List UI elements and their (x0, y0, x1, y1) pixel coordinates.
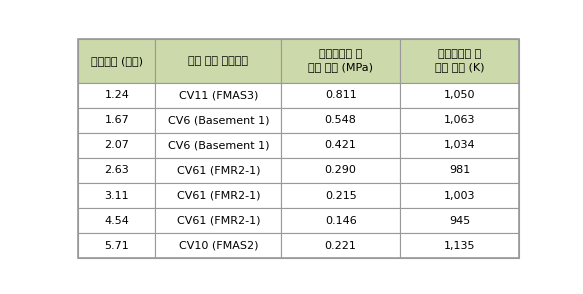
Bar (156, 39, 281, 83)
Text: 1,003: 1,003 (444, 191, 476, 201)
Bar (400, 233, 519, 258)
Bar (400, 183, 519, 208)
Bar (156, 133, 281, 158)
Text: 0.221: 0.221 (325, 241, 357, 251)
Bar (281, 208, 400, 233)
Bar (78, 39, 156, 83)
Bar (156, 233, 281, 258)
Text: 3.11: 3.11 (104, 191, 129, 201)
Text: 2.63: 2.63 (104, 166, 129, 176)
Bar (156, 83, 281, 108)
Bar (156, 208, 281, 233)
Text: 981: 981 (449, 166, 470, 176)
Text: 원자로건물 내
최대 압력 (MPa): 원자로건물 내 최대 압력 (MPa) (308, 49, 373, 72)
Text: 연소시기 (시간): 연소시기 (시간) (91, 56, 143, 66)
Text: 1,135: 1,135 (444, 241, 476, 251)
Bar (400, 83, 519, 108)
Text: CV11 (FMAS3): CV11 (FMAS3) (178, 90, 258, 100)
Text: CV6 (Basement 1): CV6 (Basement 1) (167, 115, 269, 125)
Bar (400, 158, 519, 183)
Bar (78, 233, 156, 258)
Bar (78, 83, 156, 108)
Bar (281, 233, 400, 258)
Bar (156, 108, 281, 133)
Bar (281, 39, 400, 83)
Text: 0.290: 0.290 (325, 166, 357, 176)
Text: 0.215: 0.215 (325, 191, 357, 201)
Text: CV61 (FMR2-1): CV61 (FMR2-1) (177, 216, 260, 225)
Text: 1,050: 1,050 (444, 90, 476, 100)
Text: 1.67: 1.67 (104, 115, 129, 125)
Bar (78, 183, 156, 208)
Text: 4.54: 4.54 (104, 216, 129, 225)
Bar (400, 133, 519, 158)
Text: CV61 (FMR2-1): CV61 (FMR2-1) (177, 191, 260, 201)
Text: CV10 (FMAS2): CV10 (FMAS2) (178, 241, 258, 251)
Bar (400, 108, 519, 133)
Text: CV6 (Basement 1): CV6 (Basement 1) (167, 140, 269, 150)
Bar (78, 108, 156, 133)
Bar (78, 133, 156, 158)
Text: CV61 (FMR2-1): CV61 (FMR2-1) (177, 166, 260, 176)
Bar (281, 183, 400, 208)
Text: 0.811: 0.811 (325, 90, 357, 100)
Text: 0.548: 0.548 (325, 115, 357, 125)
Text: 1,063: 1,063 (444, 115, 476, 125)
Text: 5.71: 5.71 (104, 241, 129, 251)
Text: 0.146: 0.146 (325, 216, 357, 225)
Bar (78, 158, 156, 183)
Text: 1,034: 1,034 (444, 140, 476, 150)
Text: 원자로건물 내
최고 온도 (K): 원자로건물 내 최고 온도 (K) (435, 49, 484, 72)
Bar (156, 183, 281, 208)
Text: 최초 연소 발생위치: 최초 연소 발생위치 (188, 56, 248, 66)
Bar (78, 208, 156, 233)
Bar (400, 39, 519, 83)
Text: 0.421: 0.421 (325, 140, 357, 150)
Text: 2.07: 2.07 (104, 140, 129, 150)
Bar (281, 158, 400, 183)
Bar (400, 208, 519, 233)
Text: 1.24: 1.24 (104, 90, 129, 100)
Bar (156, 158, 281, 183)
Bar (281, 133, 400, 158)
Bar (281, 108, 400, 133)
Text: 945: 945 (449, 216, 470, 225)
Bar (281, 83, 400, 108)
